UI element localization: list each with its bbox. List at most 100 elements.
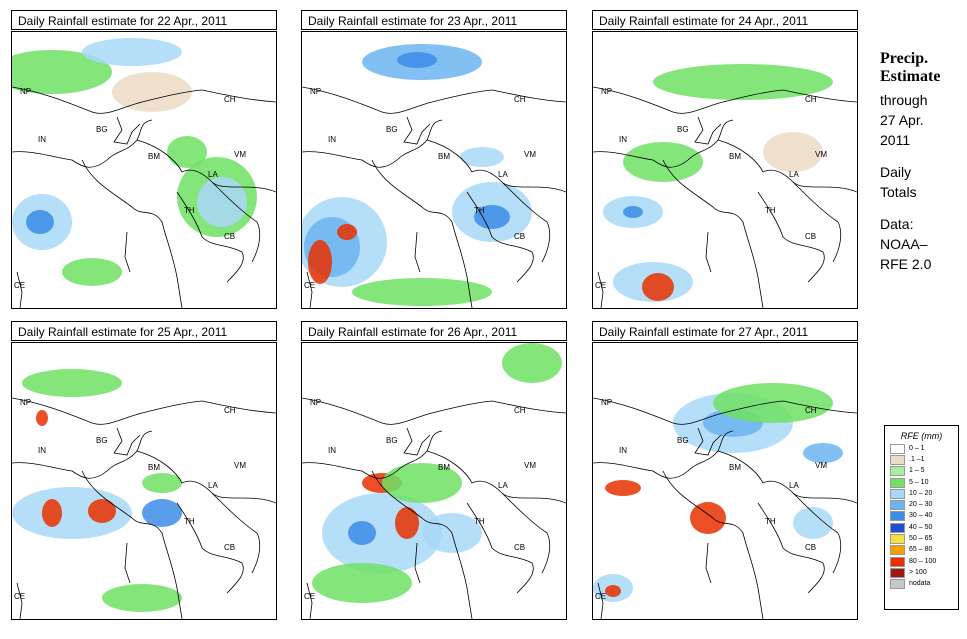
border-line [426, 139, 566, 193]
border-line [705, 542, 712, 584]
caption-source: NOAA– [880, 236, 928, 252]
country-label: TH [184, 517, 195, 526]
caption-data: Data: [880, 216, 914, 232]
legend-label: 30 – 40 [909, 512, 933, 520]
rain-cell [623, 206, 643, 218]
rain-cell [142, 499, 182, 527]
border-line [694, 116, 722, 145]
country-label: CH [805, 406, 817, 415]
legend-label: nodata [909, 580, 931, 588]
rain-cell [460, 147, 504, 167]
country-label: NP [20, 398, 31, 407]
rain-cell [397, 52, 437, 68]
country-label: BG [96, 125, 108, 134]
legend-swatch [890, 545, 905, 556]
rain-cell [337, 224, 357, 240]
rainfall-map: NP CH IN BG BM VM LA TH CB CE [11, 31, 277, 309]
border-line [211, 492, 261, 574]
rain-cell [713, 383, 833, 423]
legend-item: 80 – 100 [885, 556, 958, 567]
legend-item: 50 – 65 [885, 533, 958, 545]
country-label: LA [498, 170, 508, 179]
legend-swatch [890, 488, 905, 499]
border-line [136, 139, 276, 193]
country-label: VM [524, 461, 536, 470]
country-label: CH [514, 406, 526, 415]
rain-cell [395, 507, 419, 539]
caption-through: through [880, 92, 928, 108]
legend-title: RFE (mm) [900, 431, 943, 441]
rain-cell [22, 369, 122, 397]
country-label: CH [805, 95, 817, 104]
border-line [792, 492, 842, 574]
legend-label: 0 – 1 [909, 444, 925, 452]
country-label: NP [601, 87, 612, 96]
country-label: CH [224, 406, 236, 415]
panel-title: Daily Rainfall estimate for 24 Apr., 201… [592, 10, 858, 30]
border-line [306, 271, 313, 308]
country-borders [302, 397, 566, 619]
border-line [414, 542, 421, 584]
legend-label: 5 – 10 [909, 478, 929, 486]
rainfall-map: NP CH IN BG BM VM LA TH CB CE [592, 342, 858, 620]
rain-cell [142, 473, 182, 493]
rain-cell [502, 343, 562, 383]
border-line [176, 502, 244, 594]
legend-label: 40 – 50 [909, 523, 933, 531]
rain-cell [102, 584, 182, 612]
border-line [12, 430, 153, 479]
border-line [403, 427, 431, 456]
legend-item: 10 – 20 [885, 488, 958, 499]
caption-title-1: Precip. [880, 50, 929, 67]
legend-item: 40 – 50 [885, 522, 958, 533]
border-line [593, 119, 734, 168]
rain-cell [382, 463, 462, 503]
country-label: NP [601, 398, 612, 407]
border-line [597, 271, 604, 308]
country-label: IN [38, 135, 46, 144]
border-line [593, 397, 857, 425]
panel-26-apr: Daily Rainfall estimate for 26 Apr., 201… [301, 321, 567, 620]
border-line [426, 450, 566, 504]
legend-item: .1 –1 [885, 454, 958, 465]
rain-cell [605, 585, 621, 597]
country-label: BM [438, 152, 450, 161]
caption-product: RFE 2.0 [880, 256, 932, 272]
rain-cell [112, 72, 192, 112]
panel-22-apr: Daily Rainfall estimate for 22 Apr., 201… [11, 10, 277, 309]
legend-item: > 100 [885, 567, 958, 578]
panel-27-apr: Daily Rainfall estimate for 27 Apr., 201… [592, 321, 858, 620]
panel-23-apr: Daily Rainfall estimate for 23 Apr., 201… [301, 10, 567, 309]
rainfall-map: NP CH IN BG BM VM LA TH CB CE [11, 342, 277, 620]
panel-title: Daily Rainfall estimate for 27 Apr., 201… [592, 321, 858, 341]
rain-cell [308, 240, 332, 284]
border-line [662, 470, 764, 619]
country-label: TH [474, 517, 485, 526]
country-label: NP [310, 398, 321, 407]
country-label: TH [184, 206, 195, 215]
legend-label: .1 –1 [909, 455, 925, 463]
panel-title: Daily Rainfall estimate for 25 Apr., 201… [11, 321, 277, 341]
country-label: CB [514, 543, 525, 552]
legend-label: 1 – 5 [909, 467, 925, 475]
rain-cell [690, 502, 726, 534]
legend-item: 20 – 30 [885, 499, 958, 511]
country-label: LA [789, 170, 799, 179]
rain-cell [88, 499, 116, 523]
country-label: BG [677, 125, 689, 134]
border-line [302, 397, 566, 425]
legend-label: 10 – 20 [909, 489, 933, 497]
border-line [501, 181, 551, 263]
legend-item: 0 – 1 [885, 443, 958, 454]
legend-swatch [890, 443, 905, 454]
legend-swatch [890, 500, 905, 511]
rainfall-field [302, 44, 532, 306]
border-line [371, 159, 473, 308]
legend-swatch [890, 579, 905, 590]
legend-item: nodata [885, 579, 958, 590]
rain-cell [197, 177, 247, 227]
border-line [81, 159, 183, 308]
border-line [694, 427, 722, 456]
panel-title: Daily Rainfall estimate for 26 Apr., 201… [301, 321, 567, 341]
country-label: IN [619, 446, 627, 455]
